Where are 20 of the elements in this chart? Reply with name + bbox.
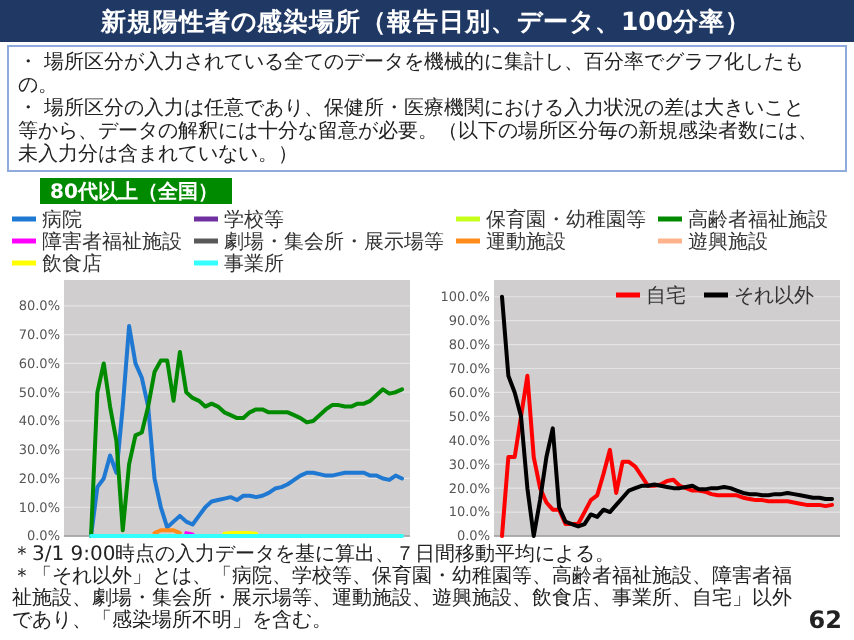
legend-label: 運動施設 <box>486 230 566 254</box>
legend-label: 自宅 <box>646 284 686 308</box>
chart-title: 新規陽性者の感染場所（報告日別、データ、100分率） <box>98 6 752 36</box>
legend-label: 障害者福祉施設 <box>42 230 182 254</box>
legend-label: それ以外 <box>734 284 814 308</box>
legend-label: 飲食店 <box>42 252 102 276</box>
text: ・ 場所区分が入力されている全てのデータを機械的に集計し、百分率でグラフ化したもの。 <box>18 50 805 97</box>
text: ＊3/1 9:00時点の入力データを基に算出、７日間移動平均による。 <box>12 542 616 566</box>
legend-label: 高齢者福祉施設 <box>688 208 828 232</box>
text: ＊「それ以外」とは、「病院、学校等、保育園・幼稚園等、高齢者福祉施設、障害者福祉施設、劇場・集会所・展示場等、運動施設、遊興施設、飲食店、事業所、自宅」以外であり、「感染場所不明」を含む。 <box>12 564 792 632</box>
text: 62 <box>808 606 842 634</box>
legend-label: 保育園・幼稚園等 <box>486 208 646 232</box>
chart-subtitle: 80代以上（全国） <box>50 180 218 204</box>
legend-label: 病院 <box>42 208 82 232</box>
legend-label: 学校等 <box>224 208 284 232</box>
legend-label: 遊興施設 <box>688 230 768 254</box>
line-series <box>500 373 834 538</box>
legend-label: 劇場・集会所・展示場等 <box>224 230 444 254</box>
text: ・ 場所区分の入力は任意であり、保健所・医療機関における入力状況の差は大きいこと等から、データの解釈には十分な留意が必要。（以下の場所区分毎の新規感染者数には、未入力分は含まれていない。） <box>18 96 818 166</box>
legend-label: 事業所 <box>224 252 284 276</box>
